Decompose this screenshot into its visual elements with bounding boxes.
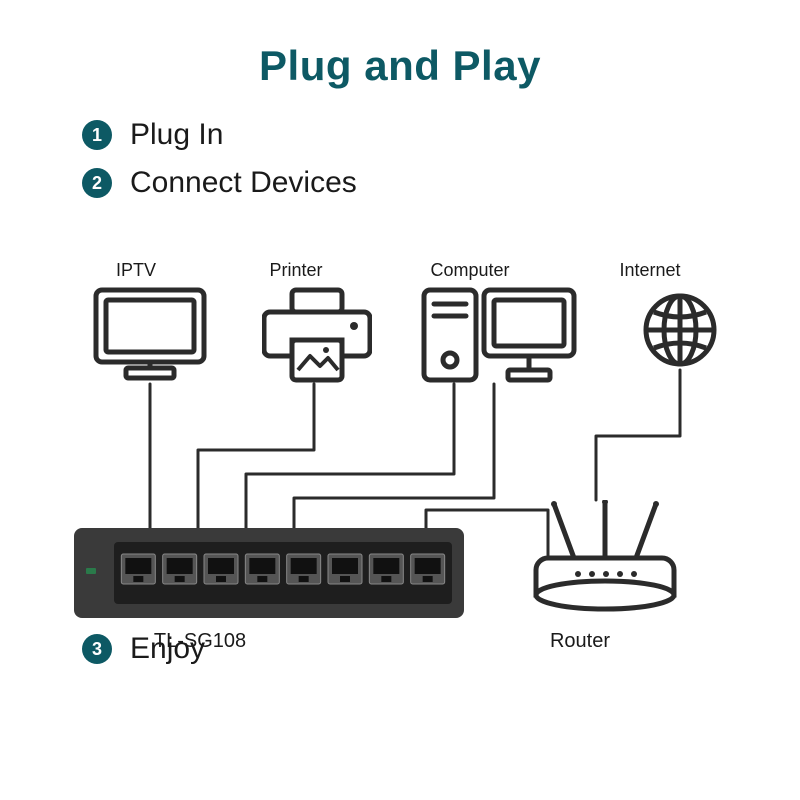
step-1: 1 Plug In <box>82 118 800 152</box>
switch-device <box>74 528 464 618</box>
iptv-icon <box>90 284 210 384</box>
step-label-2: Connect Devices <box>130 166 357 200</box>
router-label: Router <box>520 630 640 653</box>
network-diagram: IPTV Printer Computer Internet <box>0 250 800 670</box>
step-label-1: Plug In <box>130 118 223 152</box>
label-internet: Internet <box>590 260 710 281</box>
step-2: 2 Connect Devices <box>82 166 800 200</box>
router-icon <box>530 500 680 620</box>
label-iptv: IPTV <box>76 260 196 281</box>
label-computer: Computer <box>410 260 530 281</box>
printer-icon <box>262 284 372 384</box>
page-title: Plug and Play <box>0 0 800 90</box>
switch-label: TL-SG108 <box>130 630 270 653</box>
computer-icon <box>418 284 578 384</box>
label-printer: Printer <box>236 260 356 281</box>
step-badge-2: 2 <box>82 168 112 198</box>
internet-icon <box>640 290 720 370</box>
step-badge-1: 1 <box>82 120 112 150</box>
